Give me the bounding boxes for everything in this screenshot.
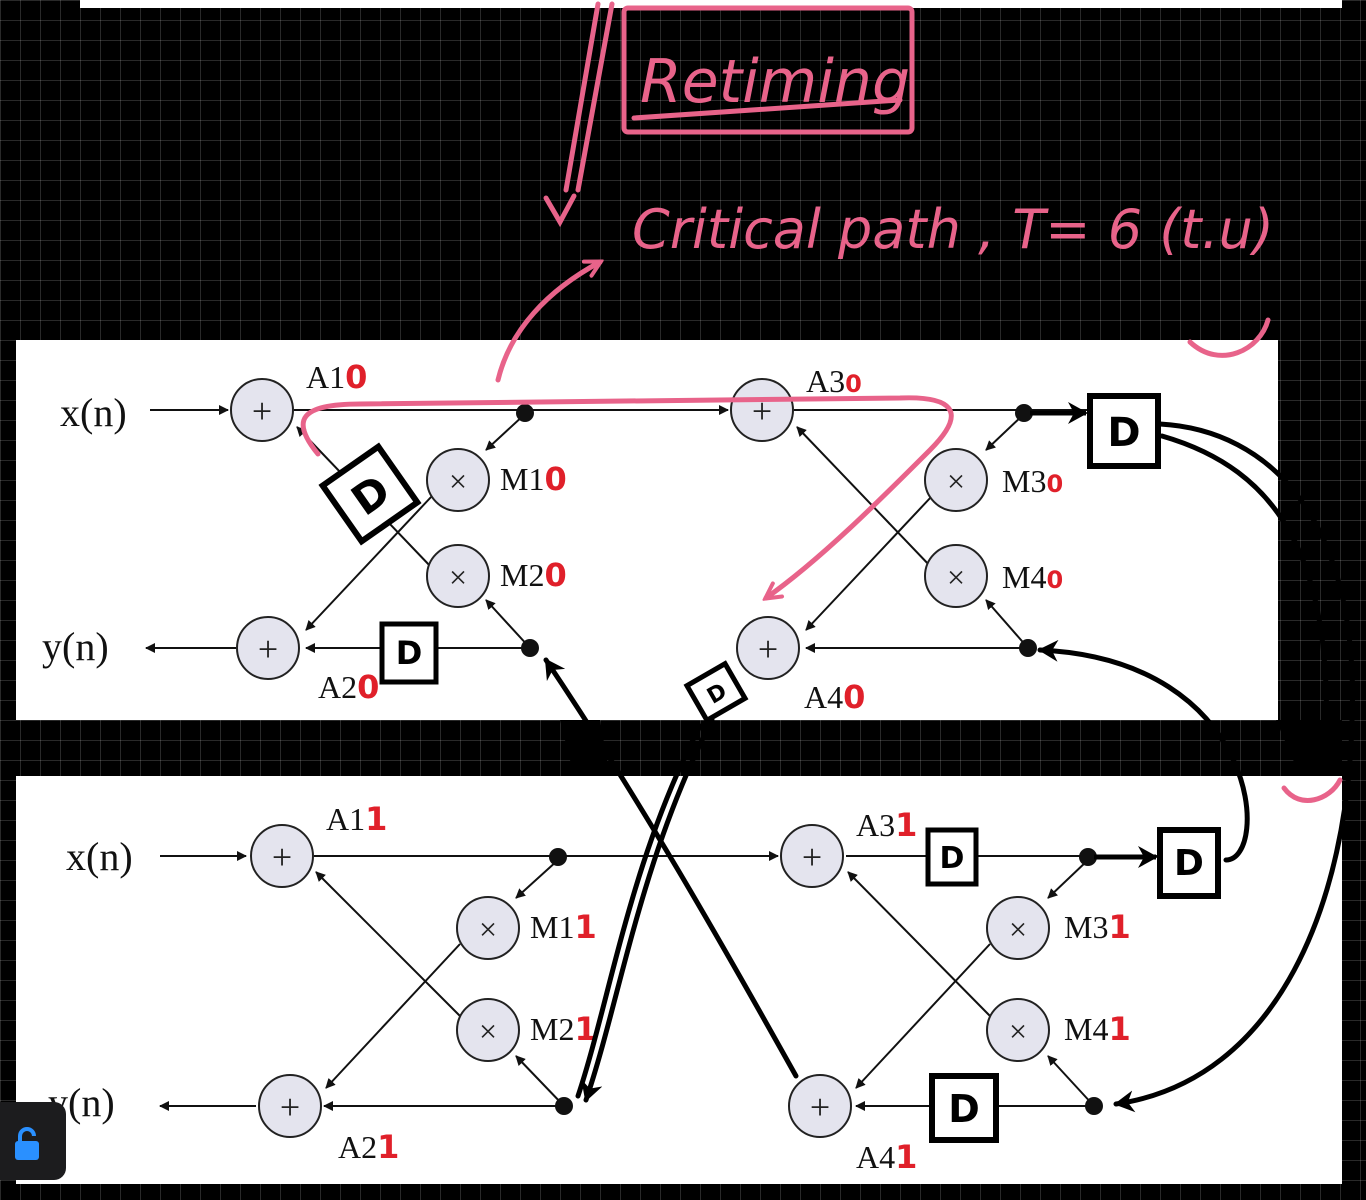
bottom-label-M2: M21 [530,1010,597,1048]
panel-bottom [16,776,1342,1184]
node-tag: 1 [574,1010,596,1048]
panel-top [16,340,1278,720]
bottom-label-A3: A31 [856,806,917,844]
delay-box-top-A4-feedback: D [683,660,749,724]
top-label-A3: A30 [806,363,862,399]
top-adder-A2: + [236,616,300,680]
retiming-heading: Retiming [640,47,910,117]
delay-label: D [940,841,965,876]
bottom-mult-M4: × [986,998,1050,1062]
top-adder-A3: + [730,378,794,442]
bottom-adder-A4: + [788,1074,852,1138]
black-gap-wedge-right [1276,720,1342,776]
delay-label: D [1107,410,1140,456]
bottom-label-M3: M31 [1064,908,1131,946]
adder-symbol: + [252,391,272,431]
bottom-label-M1: M11 [530,908,597,946]
critical-path-note: Critical path , T= 6 (t.u) [632,198,1274,261]
adder-symbol: + [272,837,292,877]
node-tag: 0 [345,358,367,396]
delay-label: D [1174,843,1204,884]
black-gap-wedge [560,720,610,776]
mult-symbol: × [479,1013,497,1049]
node-tag: 1 [895,806,917,844]
node-tag: 0 [544,556,566,594]
top-adder-A1: + [230,378,294,442]
bottom-mult-M1: × [456,896,520,960]
node-tag: 0 [357,668,379,706]
bottom-adder-A2: + [258,1074,322,1138]
top-adder-A4: + [736,616,800,680]
mult-symbol: × [947,559,965,595]
adder-symbol: + [258,629,278,669]
delay-box-top-A2: D [379,621,439,685]
top-label-M2: M20 [500,556,567,594]
adder-symbol: + [810,1087,830,1127]
bottom-mult-M2: × [456,998,520,1062]
top-mult-M1: × [426,448,490,512]
node-tag: 0 [843,678,865,716]
bottom-label-A4: A41 [856,1138,917,1176]
delay-box-bottom-right: D [1157,827,1221,899]
delay-box-bottom-A3: D [925,827,979,887]
node-tag: 0 [544,460,566,498]
top-label-M3: M30 [1002,463,1063,499]
top-mult-M2: × [426,544,490,608]
lock-icon [15,1127,39,1160]
node-tag: 1 [574,908,596,946]
node-tag: 1 [1108,1010,1130,1048]
adder-symbol: + [758,629,778,669]
mult-symbol: × [449,559,467,595]
bottom-diagram-wires [159,851,1160,1111]
bottom-mult-M3: × [986,896,1050,960]
adder-symbol: + [280,1087,300,1127]
top-label-M4: M40 [1002,559,1063,595]
delay-box-top-left-feedback: D [318,442,422,546]
top-output-label: y(n) [42,624,109,669]
top-label-M1: M10 [500,460,567,498]
bottom-adder-A1: + [250,824,314,888]
top-mult-M4: × [924,544,988,608]
mult-symbol: × [449,463,467,499]
bottom-label-A1: A11 [326,800,387,838]
bottom-adder-A3: + [780,824,844,888]
node-tag: 1 [377,1128,399,1166]
node-tag: 1 [365,800,387,838]
pink-annotations [300,1,1343,803]
mult-symbol: × [947,463,965,499]
top-white-bar [80,0,1342,8]
delay-box-bottom-A4: D [929,1073,999,1143]
top-label-A2: A20 [318,668,379,706]
node-tag: 0 [1046,470,1063,498]
delay-box-top-right: D [1087,393,1161,469]
mult-symbol: × [1009,1013,1027,1049]
delay-label: D [396,634,423,672]
adder-symbol: + [802,837,822,877]
node-tag: 0 [845,370,862,398]
handdrawn-feedback-wires [543,421,1355,1113]
mult-symbol: × [1009,911,1027,947]
bottom-label-M4: M41 [1064,1010,1131,1048]
node-tag: 1 [895,1138,917,1176]
top-label-A4: A40 [804,678,865,716]
top-label-A1: A10 [306,358,367,396]
mult-symbol: × [479,911,497,947]
top-input-label: x(n) [60,390,127,435]
bottom-input-label: x(n) [66,834,133,879]
delay-label: D [948,1087,980,1131]
node-tag: 0 [1046,566,1063,594]
top-mult-M3: × [924,448,988,512]
lock-badge[interactable] [0,1102,66,1180]
node-tag: 1 [1108,908,1130,946]
bottom-label-A2: A21 [338,1128,399,1166]
